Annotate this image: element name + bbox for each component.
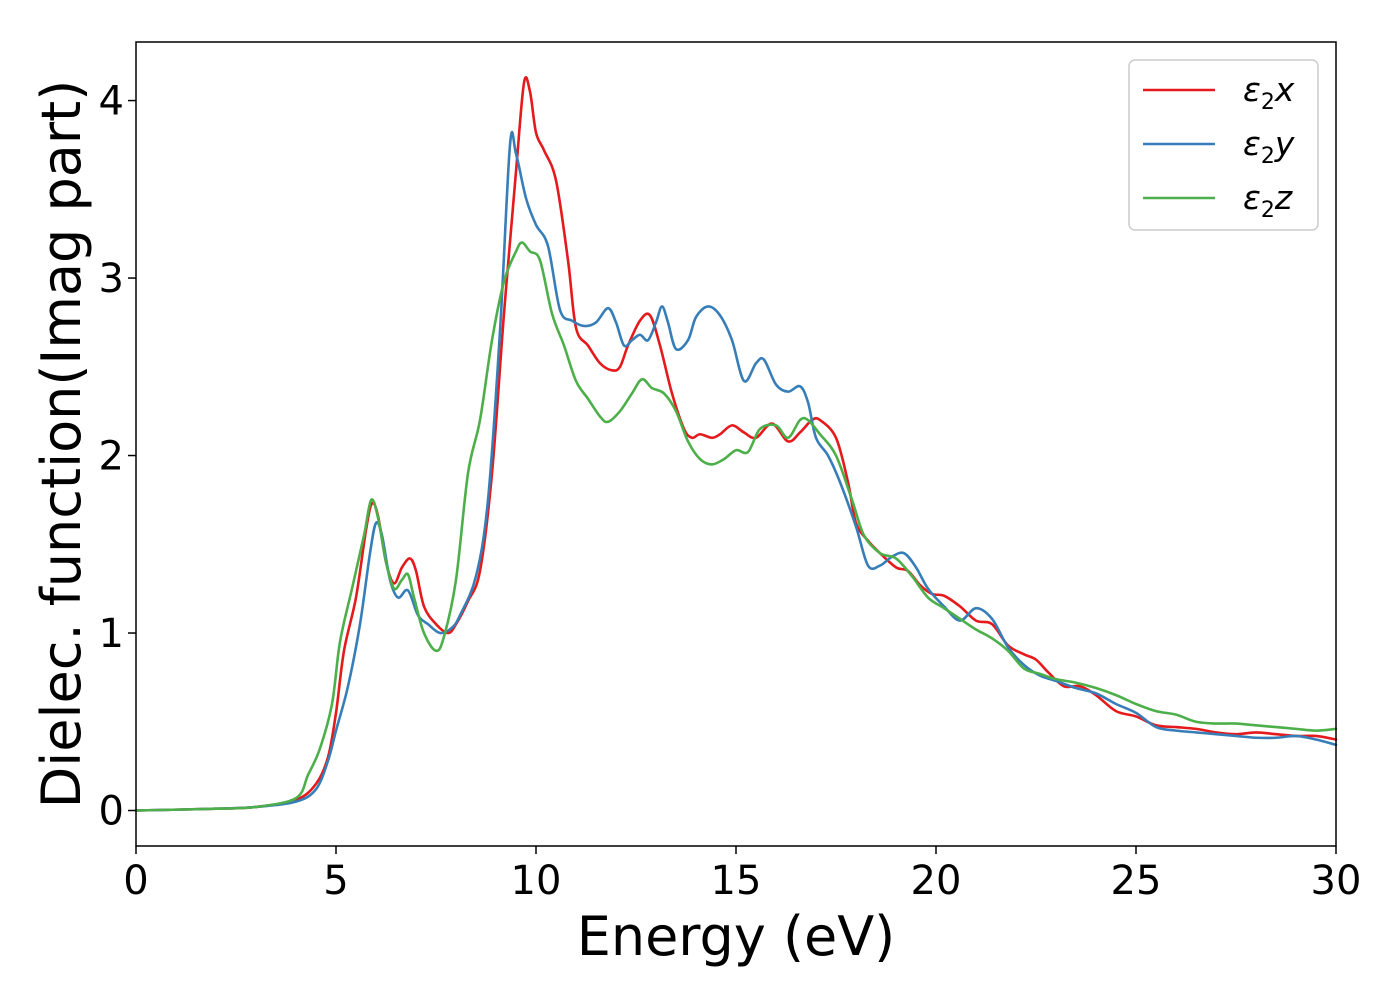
x-tick-label: 5 [323,858,348,904]
x-tick-label: 20 [911,858,962,904]
legend-label-y: ε2y [1243,124,1295,169]
y-tick-label: 2 [99,434,124,480]
legend-label-x: ε2x [1243,70,1295,115]
x-tick-label: 10 [511,858,562,904]
y-tick-label: 4 [99,79,124,125]
series-line-z [134,241,1338,812]
series-lines [134,76,1338,812]
legend-label-z: ε2z [1243,178,1293,223]
y-axis-ticks: 0 1 2 3 4 [99,79,136,835]
y-axis-title: Dielec. function(Imag part) [30,80,93,809]
y-tick-label: 3 [99,256,124,302]
x-tick-label: 25 [1111,858,1162,904]
legend-box [1128,59,1319,231]
x-tick-label: 0 [123,858,148,904]
x-tick-label: 15 [711,858,762,904]
x-axis-title: Energy (eV) [577,905,896,968]
y-tick-label: 1 [99,611,124,657]
x-axis-ticks: 0 5 10 15 20 25 30 [123,846,1361,904]
x-tick-label: 30 [1311,858,1362,904]
series-line-y [134,130,1338,812]
legend: ε2x ε2y ε2z [1128,59,1319,231]
y-tick-label: 0 [99,789,124,835]
